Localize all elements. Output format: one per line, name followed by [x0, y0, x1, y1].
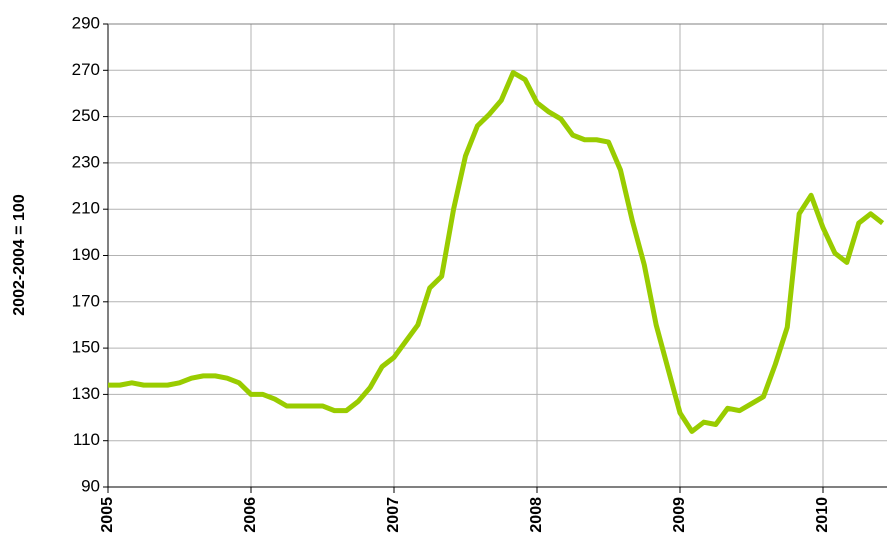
y-tick-label: 270: [72, 60, 100, 79]
y-tick-label: 190: [72, 245, 100, 264]
y-tick-label: 150: [72, 338, 100, 357]
x-tick-label: 2006: [242, 497, 259, 533]
x-tick-label: 2010: [814, 497, 831, 533]
y-tick-label: 170: [72, 291, 100, 310]
data-line: [108, 70, 885, 434]
x-tick-label: 2009: [671, 497, 688, 533]
x-tick-label: 2005: [99, 497, 116, 533]
y-tick-label: 210: [72, 199, 100, 218]
y-tick-label: 110: [73, 430, 100, 449]
y-axis-label: 2002-2004 = 100: [11, 194, 28, 316]
x-tick-label: 2007: [385, 497, 402, 533]
y-tick-label: 90: [81, 476, 100, 495]
y-tick-label: 250: [72, 106, 100, 125]
y-tick-label: 290: [72, 13, 100, 32]
x-tick-label: 2008: [528, 497, 545, 533]
y-tick-label: 230: [72, 152, 100, 171]
y-tick-label: 130: [72, 384, 100, 403]
